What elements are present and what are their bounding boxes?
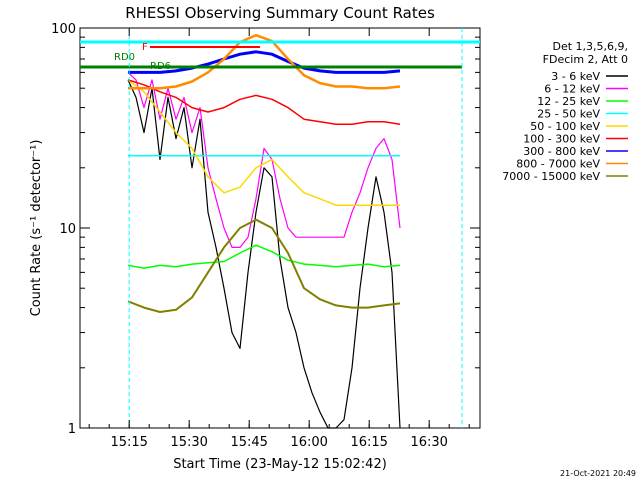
legend: Det 1,3,5,6,9, FDecim 2, Att 0 3 - 6 keV… xyxy=(502,40,628,183)
legend-entry-label: 50 - 100 keV xyxy=(530,120,600,133)
footer-date: 21-Oct-2021 20:49 xyxy=(560,469,636,478)
x-tick-label: 15:15 xyxy=(110,435,147,450)
flag-label-rd6: RD6 xyxy=(150,61,171,72)
x-tick-label: 16:15 xyxy=(350,435,387,450)
legend-entry-label: 6 - 12 keV xyxy=(544,83,600,96)
series-line-9 xyxy=(127,218,401,313)
legend-entry-label: 3 - 6 keV xyxy=(551,70,600,83)
legend-entry-label: 100 - 300 keV xyxy=(523,133,600,146)
legend-header-line-2: FDecim 2, Att 0 xyxy=(543,53,628,66)
y-tick-label: 1 xyxy=(68,422,76,437)
x-axis-label: Start Time (23-May-12 15:02:42) xyxy=(173,457,387,472)
series-line-7 xyxy=(128,50,401,74)
legend-entry-label: 7000 - 15000 keV xyxy=(502,170,600,183)
series-line-1 xyxy=(127,79,401,429)
tick-layer: 15:15 15:30 15:45 16:00 16:15 16:30 1 10 100 xyxy=(51,22,480,450)
series-line-8 xyxy=(128,33,401,90)
x-tick-label: 16:00 xyxy=(290,435,327,450)
series-line-6 xyxy=(127,79,401,126)
series-line-5 xyxy=(127,79,400,206)
y-tick-label: 100 xyxy=(51,22,76,37)
flag-label-rd0: RD0 xyxy=(114,52,135,63)
flag-label-f: F xyxy=(142,42,148,53)
x-tick-label: 15:45 xyxy=(230,435,267,450)
x-tick-label: 15:30 xyxy=(170,435,207,450)
legend-entry-label: 12 - 25 keV xyxy=(537,95,600,108)
x-tick-label: 16:30 xyxy=(410,435,447,450)
series-line-3 xyxy=(127,244,401,269)
y-tick-label: 10 xyxy=(59,222,76,237)
legend-entry-label: 300 - 800 keV xyxy=(523,145,600,158)
y-axis-label: Count Rate (s⁻¹ detector⁻¹) xyxy=(29,140,44,317)
chart-title: RHESSI Observing Summary Count Rates xyxy=(125,4,435,22)
legend-entry-label: 800 - 7000 keV xyxy=(516,158,600,171)
legend-entry-label: 25 - 50 keV xyxy=(537,108,600,121)
legend-header-line-1: Det 1,3,5,6,9, xyxy=(552,40,628,53)
series-layer xyxy=(127,33,401,429)
